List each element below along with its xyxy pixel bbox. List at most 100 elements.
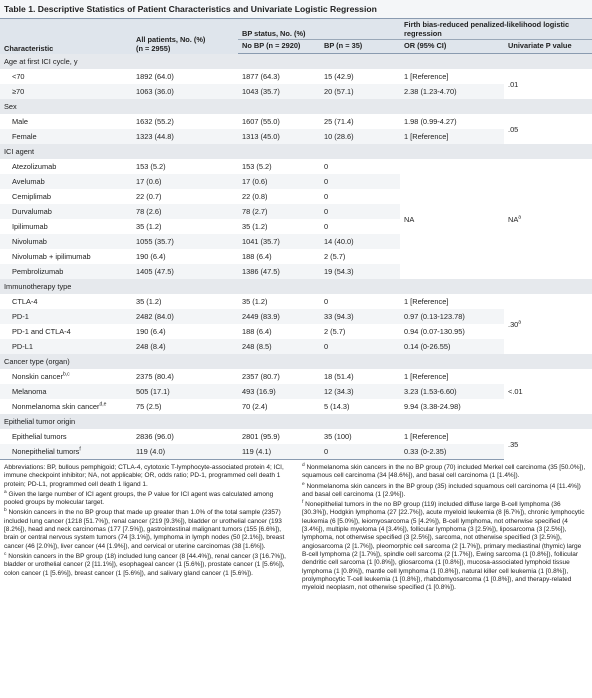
section-row: Epithelial tumor origin [0, 414, 592, 429]
cell: 1877 (64.3) [238, 69, 320, 84]
footnote: e Nonmelanoma skin cancers in the BP gro… [302, 481, 588, 500]
header-cell: No BP (n = 2920) [238, 39, 320, 54]
cell: 0 [320, 159, 401, 174]
label-text: Avelumab [12, 177, 45, 186]
section-row: Cancer type (organ) [0, 354, 592, 369]
row-label: CTLA-4 [0, 294, 132, 309]
section-title: Sex [0, 99, 592, 114]
cell: 2357 (80.7) [238, 369, 320, 384]
row-label: PD-1 [0, 309, 132, 324]
footnote-mark: d,e [99, 401, 107, 408]
cell: 0.97 (0.13-123.78) [400, 309, 505, 324]
footnote-mark: a [4, 489, 7, 495]
label-text: Female [12, 132, 37, 141]
cell: 25 (71.4) [320, 114, 401, 129]
table-body: Age at first ICI cycle, y <70 1892 (64.0) 1… [0, 53, 592, 460]
p-value: .01 [504, 69, 592, 99]
row-label: Nonepithelial tumorsf [0, 444, 132, 460]
data-row: CTLA-4 35 (1.2) 35 (1.2) 0 1 [Reference] .30a [0, 294, 592, 354]
cell: 188 (6.4) [238, 324, 320, 339]
cell: 0 [320, 294, 401, 309]
row-label: PD-L1 [0, 339, 132, 354]
data-row: Ipilimumab 35 (1.2) 35 (1.2) 0 [0, 219, 592, 234]
p-value: .30a [504, 294, 592, 354]
row-label: Nonmelanoma skin cancerd,e [0, 399, 132, 414]
cell: 1.98 (0.99-4.27) [400, 114, 505, 129]
cell: 3.23 (1.53-6.60) [400, 384, 505, 399]
data-row: Pembrolizumab 1405 (47.5) 1386 (47.5) 19 (5… [0, 264, 592, 279]
p-text: .05 [508, 124, 519, 134]
section-title: ICI agent [0, 144, 592, 159]
cell: 0 [320, 339, 401, 354]
cell: 1 [Reference] [400, 429, 505, 444]
cell: 78 (2.6) [132, 204, 238, 219]
section-title: Age at first ICI cycle, y [0, 53, 592, 69]
footnote-text: Nonskin cancers in the no BP group that … [4, 509, 285, 550]
cell: 70 (2.4) [238, 399, 320, 414]
data-row: Atezolizumab 153 (5.2) 153 (5.2) 0 NA NAa [0, 159, 592, 279]
label-text: Nivolumab + ipilimumab [12, 252, 91, 261]
cell: 14 (40.0) [320, 234, 401, 249]
footnote-mark: e [302, 481, 305, 487]
cell: 0 [320, 444, 401, 460]
footnote: f Nonepithelial tumors in the no BP grou… [302, 500, 588, 592]
cell: 1607 (55.0) [238, 114, 320, 129]
cell: 1063 (36.0) [132, 84, 238, 99]
cell: 1386 (47.5) [238, 264, 320, 279]
data-row: Cemiplimab 22 (0.7) 22 (0.8) 0 [0, 189, 592, 204]
footnote-mark: d [302, 462, 305, 468]
data-row: PD-1 and CTLA-4 190 (6.4) 188 (6.4) 2 (5.7)… [0, 324, 592, 339]
header-group: Firth bias-reduced penalized-likelihood … [400, 19, 592, 40]
cell: 2836 (96.0) [132, 429, 238, 444]
cell: 1 [Reference] [400, 129, 505, 144]
footnote-mark: f [302, 500, 304, 506]
cell: 2 (5.7) [320, 249, 401, 264]
data-row: <70 1892 (64.0) 1877 (64.3) 15 (42.9) 1 [Ref… [0, 69, 592, 99]
cell: 1892 (64.0) [132, 69, 238, 84]
label-text: Nonskin cancer [12, 372, 63, 381]
header-text: All patients, No. (%) [136, 34, 206, 44]
footnote-mark: a [518, 319, 522, 326]
label-text: Ipilimumab [12, 222, 48, 231]
header-cell: OR (95% CI) [400, 39, 505, 54]
label-text: PD-1 [12, 312, 29, 321]
cell: 5 (14.3) [320, 399, 401, 414]
row-label: Atezolizumab [0, 159, 132, 174]
label-text: Nonmelanoma skin cancer [12, 402, 100, 411]
footnote-text: Nonmelanoma skin cancers in the no BP gr… [302, 464, 586, 480]
footnote-mark: a [518, 214, 522, 221]
or-span: NA [400, 159, 505, 279]
cell: 1 [Reference] [400, 369, 505, 384]
cell: 0 [320, 204, 401, 219]
section-row: Age at first ICI cycle, y [0, 53, 592, 69]
cell: 17 (0.6) [132, 174, 238, 189]
cell: 190 (6.4) [132, 249, 238, 264]
cell: 15 (42.9) [320, 69, 401, 84]
data-table: Characteristic All patients, No. (%) (n =… [0, 19, 592, 460]
row-label: ≥70 [0, 84, 132, 99]
section-row: Immunotherapy type [0, 279, 592, 294]
row-label: Pembrolizumab [0, 264, 132, 279]
cell: 35 (1.2) [238, 294, 320, 309]
data-row: PD-1 2482 (84.0) 2449 (83.9) 33 (94.3) 0.97 … [0, 309, 592, 324]
cell: 153 (5.2) [132, 159, 238, 174]
label-text: ≥70 [12, 87, 25, 96]
row-label: Female [0, 129, 132, 144]
cell: 10 (28.6) [320, 129, 401, 144]
cell: 119 (4.1) [238, 444, 320, 460]
table-title: Table 1. Descriptive Statistics of Patie… [0, 0, 592, 19]
cell: 2482 (84.0) [132, 309, 238, 324]
section-title: Cancer type (organ) [0, 354, 592, 369]
cell: 2375 (80.4) [132, 369, 238, 384]
cell: 0.33 (0-2.35) [400, 444, 505, 460]
table-header: Characteristic All patients, No. (%) (n =… [0, 19, 592, 54]
cell: 1313 (45.0) [238, 129, 320, 144]
section-row: Sex [0, 99, 592, 114]
p-text: .30 [508, 319, 519, 329]
row-label: Nonskin cancerb,c [0, 369, 132, 384]
cell: 0 [320, 189, 401, 204]
header-cell: Characteristic [0, 19, 132, 54]
cell: 1405 (47.5) [132, 264, 238, 279]
label-text: CTLA-4 [12, 297, 38, 306]
cell: 2449 (83.9) [238, 309, 320, 324]
